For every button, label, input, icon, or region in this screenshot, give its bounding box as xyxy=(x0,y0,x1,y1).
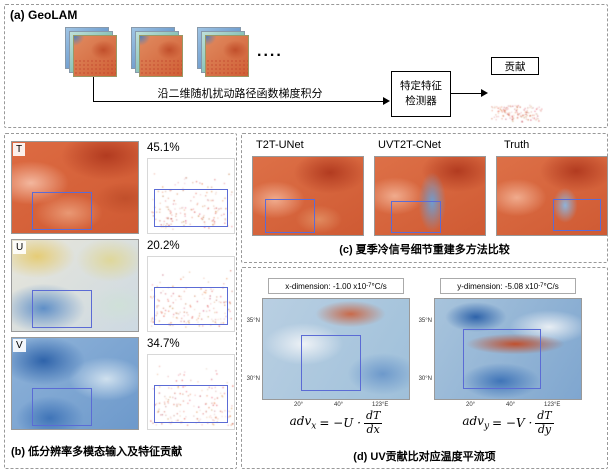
feature-scatter-V xyxy=(147,354,235,430)
feature-scatter-canvas xyxy=(148,257,234,331)
x-dimension-exponent: -7 xyxy=(366,283,372,289)
lat-tick: 35°N xyxy=(246,318,260,324)
region-box xyxy=(265,199,315,233)
y-dimension-title: y-dimension: -5.08 x10 -7 °C/s xyxy=(440,278,576,294)
lat-tick: 35°N xyxy=(418,318,432,324)
panel-c: T2T-UNet UVT2T-CNet Truth (c) 夏季冷信号细节重建多… xyxy=(241,133,608,263)
arrowhead-icon xyxy=(481,89,488,97)
method-label-t2t-unet: T2T-UNet xyxy=(256,139,304,151)
y-dimension-value: y-dimension: -5.08 x10 xyxy=(457,281,539,291)
panel-a: (a) GeoLAM .... 沿二维随机扰动路径函数梯度积分 特定特征 检测器… xyxy=(4,4,608,128)
region-box xyxy=(391,201,441,233)
map-truth xyxy=(496,156,608,236)
lon-tick: 20° xyxy=(466,402,476,408)
equation-lhs: advy xyxy=(462,414,490,432)
lon-tick: 122°E xyxy=(67,331,83,332)
contribution-scatter xyxy=(489,77,543,123)
map-variable-label: V xyxy=(13,339,26,352)
region-box xyxy=(301,335,361,391)
feature-detector-box: 特定特征 检测器 xyxy=(391,71,451,117)
lon-tick: 40° xyxy=(506,402,516,408)
detector-label-line2: 检测器 xyxy=(405,95,437,107)
map-u-wind: U 36°N 30°N 122°E xyxy=(11,239,139,332)
x-dimension-title: x-dimension: -1.00 x10 -7 °C/s xyxy=(268,278,404,294)
lat-tick: 30°N xyxy=(246,376,260,382)
y-dimension-unit: °C/s xyxy=(543,281,559,291)
panel-c-caption: (c) 夏季冷信号细节重建多方法比较 xyxy=(339,244,510,256)
heatmap-thumbnail xyxy=(139,35,183,77)
map-v-wind: V 36°N 30°N 122°E xyxy=(11,337,139,430)
panel-a-title: (a) GeoLAM xyxy=(10,8,78,22)
equation-mid: = −U · xyxy=(319,416,361,431)
equation-fraction: dT dx xyxy=(363,409,383,436)
input-image-stack-3 xyxy=(197,27,249,77)
panel-b: T 36°N 30°N 122°E 45.1% U 36°N 30°N 122°… xyxy=(4,133,237,469)
flow-line-horizontal-2 xyxy=(451,93,481,94)
modality-row-V: V 36°N 30°N 122°E 34.7% xyxy=(5,337,236,431)
contribution-label-box: 贡献 xyxy=(491,57,539,75)
heatmap-thumbnail xyxy=(205,35,249,77)
region-box xyxy=(32,388,92,426)
map-temperature: T 36°N 30°N 122°E xyxy=(11,141,139,234)
region-box xyxy=(32,290,92,328)
map-uvt2t-cnet xyxy=(374,156,486,236)
flow-label: 沿二维随机扰动路径函数梯度积分 xyxy=(157,88,323,100)
flow-line-vertical xyxy=(93,77,94,101)
modality-row-T: T 36°N 30°N 122°E 45.1% xyxy=(5,141,236,235)
equation-mid: = −V · xyxy=(492,416,533,431)
panel-d-caption: (d) UV贡献比对应温度平流项 xyxy=(353,451,496,463)
feature-scatter-U xyxy=(147,256,235,332)
feature-scatter-T xyxy=(147,158,235,234)
map-t2t-unet xyxy=(252,156,364,236)
equation-advy: advy = −V · dT dy xyxy=(434,409,582,436)
heatmap-thumbnail xyxy=(73,35,117,77)
panel-d: x-dimension: -1.00 x10 -7 °C/s y-dimensio… xyxy=(241,267,608,469)
lon-tick: 122°E xyxy=(67,233,83,234)
lon-tick: 40° xyxy=(334,402,344,408)
map-variable-label: T xyxy=(13,143,26,156)
region-box xyxy=(32,192,92,230)
contribution-percent: 20.2% xyxy=(147,240,180,252)
x-dimension-value: x-dimension: -1.00 x10 xyxy=(285,281,367,291)
region-box xyxy=(553,199,601,231)
map-variable-label: U xyxy=(13,241,27,254)
region-box xyxy=(463,329,541,389)
x-dimension-unit: °C/s xyxy=(371,281,387,291)
lon-tick: 123°E xyxy=(544,402,561,408)
lon-tick: 122°E xyxy=(67,429,83,430)
method-label-uvt2t-cnet: UVT2T-CNet xyxy=(378,139,441,151)
input-image-stack-2 xyxy=(131,27,183,77)
input-image-stack-1 xyxy=(65,27,117,77)
lon-tick: 123°E xyxy=(372,402,389,408)
arrowhead-icon xyxy=(383,97,390,105)
feature-scatter-canvas xyxy=(148,159,234,233)
contribution-scatter-canvas xyxy=(489,77,543,123)
modality-row-U: U 36°N 30°N 122°E 20.2% xyxy=(5,239,236,333)
feature-scatter-canvas xyxy=(148,355,234,429)
equation-advx: advx = −U · dT dx xyxy=(262,409,410,436)
lon-tick: 20° xyxy=(294,402,304,408)
equation-fraction: dT dy xyxy=(535,409,554,436)
flow-line-horizontal xyxy=(93,101,383,102)
panel-b-caption: (b) 低分辨率多模态输入及特征贡献 xyxy=(11,446,183,458)
ellipsis-dots: .... xyxy=(257,43,283,60)
method-label-truth: Truth xyxy=(504,139,530,151)
y-dimension-exponent: -7 xyxy=(538,283,544,289)
map-y-advection xyxy=(434,298,582,400)
contribution-percent: 45.1% xyxy=(147,142,180,154)
contribution-percent: 34.7% xyxy=(147,338,180,350)
detector-label-line1: 特定特征 xyxy=(400,79,442,92)
equation-lhs: advx xyxy=(289,414,317,432)
lat-tick: 30°N xyxy=(418,376,432,382)
map-x-advection xyxy=(262,298,410,400)
